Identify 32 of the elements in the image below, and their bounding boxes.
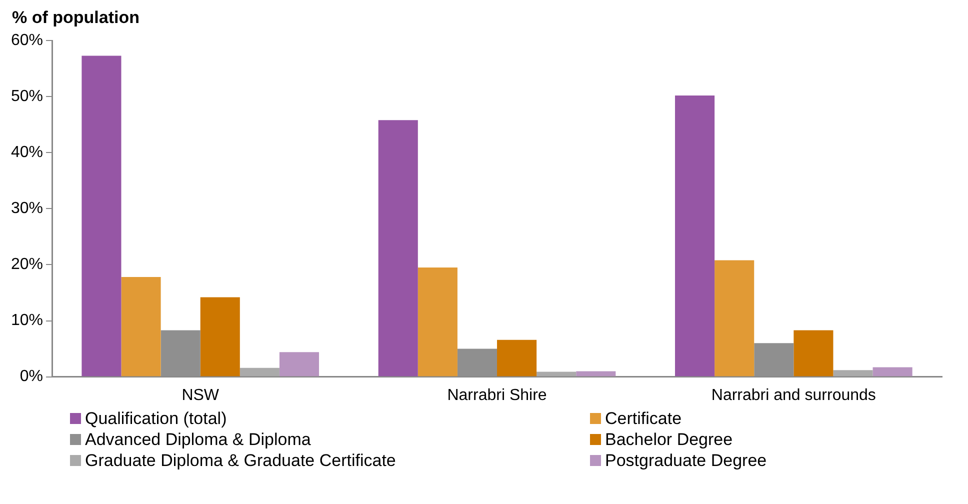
legend-label: Qualification (total)	[85, 408, 227, 429]
x-tick-label: NSW	[182, 386, 220, 404]
bar	[497, 340, 537, 376]
legend-label: Postgraduate Degree	[605, 450, 767, 471]
y-axis-title: % of population	[12, 8, 140, 28]
bar	[675, 96, 715, 376]
y-tick-label: 40%	[10, 144, 44, 162]
y-tick-label: 30%	[10, 200, 44, 218]
y-tick-label: 20%	[10, 256, 44, 274]
y-tick-label: 50%	[10, 88, 44, 106]
bar	[576, 371, 616, 376]
bar	[872, 367, 912, 376]
legend-label: Advanced Diploma & Diploma	[85, 429, 311, 450]
legend-label: Certificate	[605, 408, 682, 429]
bar	[200, 297, 240, 376]
y-tick-label: 0%	[20, 368, 44, 386]
x-tick-label: Narrabri and surrounds	[711, 386, 876, 404]
bar	[714, 260, 754, 376]
legend-label: Bachelor Degree	[605, 429, 733, 450]
bar	[82, 56, 122, 376]
bar	[121, 277, 161, 376]
y-tick-label: 60%	[10, 32, 44, 50]
bar	[833, 370, 873, 376]
bar	[240, 368, 280, 376]
x-tick-label: Narrabri Shire	[447, 386, 547, 404]
y-tick-label: 10%	[10, 312, 44, 330]
bar	[279, 352, 320, 376]
legend-label: Graduate Diploma & Graduate Certificate	[85, 450, 396, 471]
bar	[536, 372, 576, 376]
bar	[378, 120, 418, 376]
bar	[794, 330, 834, 376]
bar	[418, 268, 458, 376]
